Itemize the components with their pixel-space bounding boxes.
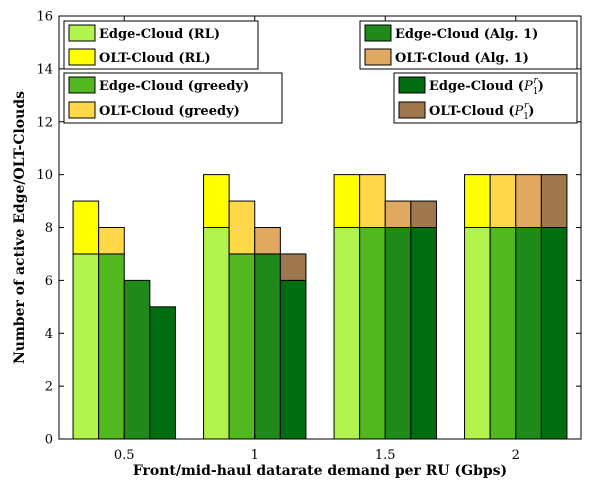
x-tick-label: 1 — [251, 448, 259, 463]
legend-label: Edge-Cloud (RL) — [99, 27, 220, 42]
legend-label: Edge-Cloud (greedy) — [99, 79, 249, 94]
legend-swatch — [68, 76, 96, 94]
y-tick-label: 8 — [45, 221, 53, 236]
legend-label: Edge-Cloud (Alg. 1) — [395, 27, 538, 42]
bar-edge-cloud — [359, 227, 386, 440]
bar-olt-cloud — [515, 174, 542, 228]
bar-olt-cloud — [72, 200, 100, 255]
legend-swatch — [398, 101, 426, 119]
y-tick-label: 0 — [45, 433, 53, 448]
bar-olt-cloud — [489, 174, 517, 228]
bar-edge-cloud — [203, 227, 230, 440]
y-tick-label: 6 — [45, 274, 53, 289]
bar-olt-cloud — [279, 253, 307, 281]
legend-label: OLT-Cloud (Alg. 1) — [395, 51, 529, 66]
bar-edge-cloud — [540, 227, 568, 440]
legend-swatch — [68, 101, 96, 119]
bar-edge-cloud — [515, 227, 542, 440]
x-axis-title: Front/mid-haul datarate demand per RU (G… — [133, 463, 507, 479]
bar-edge-cloud — [489, 227, 517, 440]
bar-edge-cloud — [384, 227, 412, 440]
bar-edge-cloud — [279, 279, 307, 440]
bar-olt-cloud — [98, 227, 125, 255]
bar-olt-cloud — [254, 227, 281, 255]
legend-label: OLT-Cloud (greedy) — [99, 104, 240, 119]
y-tick-label: 10 — [36, 168, 53, 183]
legend: Edge-Cloud (RL) OLT-Cloud (RL) — [63, 20, 259, 70]
bar-edge-cloud — [410, 227, 437, 440]
y-axis-title: Number of active Edge/OLT-Clouds — [12, 91, 28, 364]
legend-swatch — [68, 48, 96, 66]
x-axis: 0.5 1 1.5 2 — [114, 16, 520, 463]
bar-olt-cloud — [203, 174, 230, 228]
legend-box — [63, 20, 259, 70]
bar-edge-cloud — [254, 253, 281, 440]
legend-swatch — [364, 24, 392, 42]
y-axis: 0 2 4 6 8 10 12 14 16 — [36, 10, 581, 448]
legend-label: Edge-Cloud (P1r) — [429, 76, 544, 97]
bar-olt-cloud — [384, 200, 412, 228]
y-tick-label: 2 — [45, 380, 53, 395]
legend-label: OLT-Cloud (RL) — [99, 51, 211, 66]
legend-box — [63, 72, 283, 124]
legend: Edge-Cloud (Alg. 1) OLT-Cloud (Alg. 1) — [359, 20, 578, 70]
y-tick-label: 12 — [36, 115, 53, 130]
bar-olt-cloud — [359, 174, 386, 228]
bars-layer — [72, 174, 568, 440]
x-tick-label: 0.5 — [114, 448, 135, 463]
y-tick-label: 16 — [36, 10, 53, 25]
bar-olt-cloud — [410, 200, 437, 228]
bar-edge-cloud — [123, 279, 151, 440]
x-tick-label: 2 — [512, 448, 520, 463]
x-tick-label: 1.5 — [375, 448, 396, 463]
bar-edge-cloud — [98, 253, 125, 440]
y-tick-label: 14 — [36, 62, 53, 77]
legend: Edge-Cloud (greedy) OLT-Cloud (greedy) — [63, 72, 283, 124]
bar-edge-cloud — [464, 227, 491, 440]
legend-swatch — [398, 76, 426, 94]
legends-layer: Edge-Cloud (RL)OLT-Cloud (RL)Edge-Cloud … — [63, 20, 578, 124]
bar-olt-cloud — [464, 174, 491, 228]
bar-edge-cloud — [333, 227, 361, 440]
legend: Edge-Cloud (P1r) OLT-Cloud (P1r) — [393, 72, 578, 124]
bar-edge-cloud — [228, 253, 256, 440]
bar-olt-cloud — [228, 200, 256, 255]
bar-edge-cloud — [149, 306, 176, 440]
legend-box — [359, 20, 578, 70]
y-tick-label: 4 — [45, 327, 53, 342]
bar-olt-cloud — [333, 174, 361, 228]
bar-edge-cloud — [72, 253, 100, 440]
legend-swatch — [364, 48, 392, 66]
legend-swatch — [68, 24, 96, 42]
legend-label: OLT-Cloud (P1r) — [429, 101, 534, 122]
bar-olt-cloud — [540, 174, 568, 228]
